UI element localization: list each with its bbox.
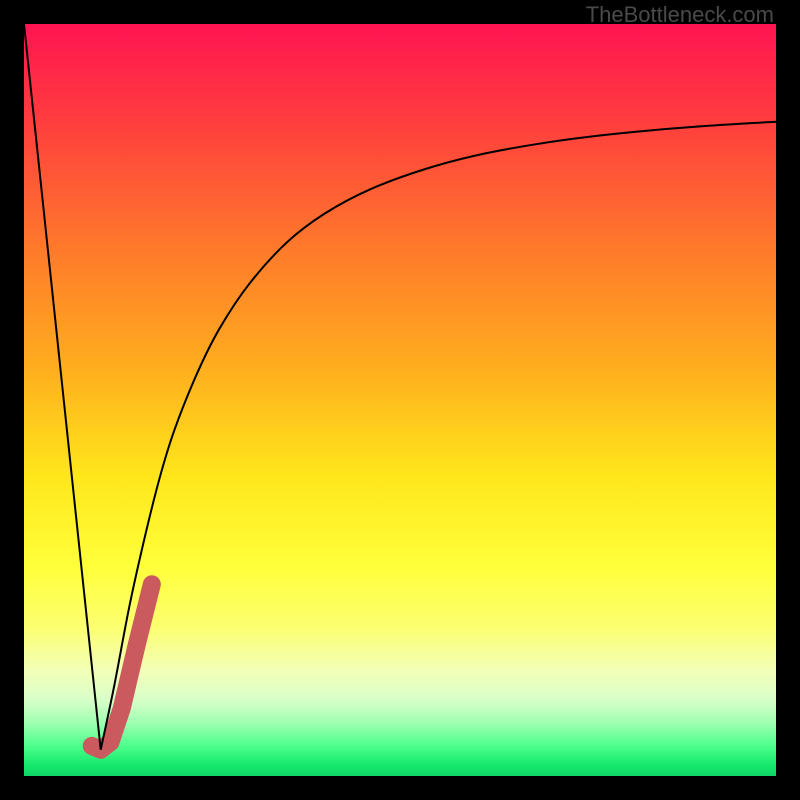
curve-left-branch	[24, 24, 101, 750]
plot-svg	[24, 24, 776, 776]
watermark-text: TheBottleneck.com	[586, 2, 774, 28]
curve-right-branch	[101, 122, 776, 750]
plot-area	[24, 24, 776, 776]
highlight-segment	[92, 584, 152, 749]
chart-root: TheBottleneck.com	[0, 0, 800, 800]
